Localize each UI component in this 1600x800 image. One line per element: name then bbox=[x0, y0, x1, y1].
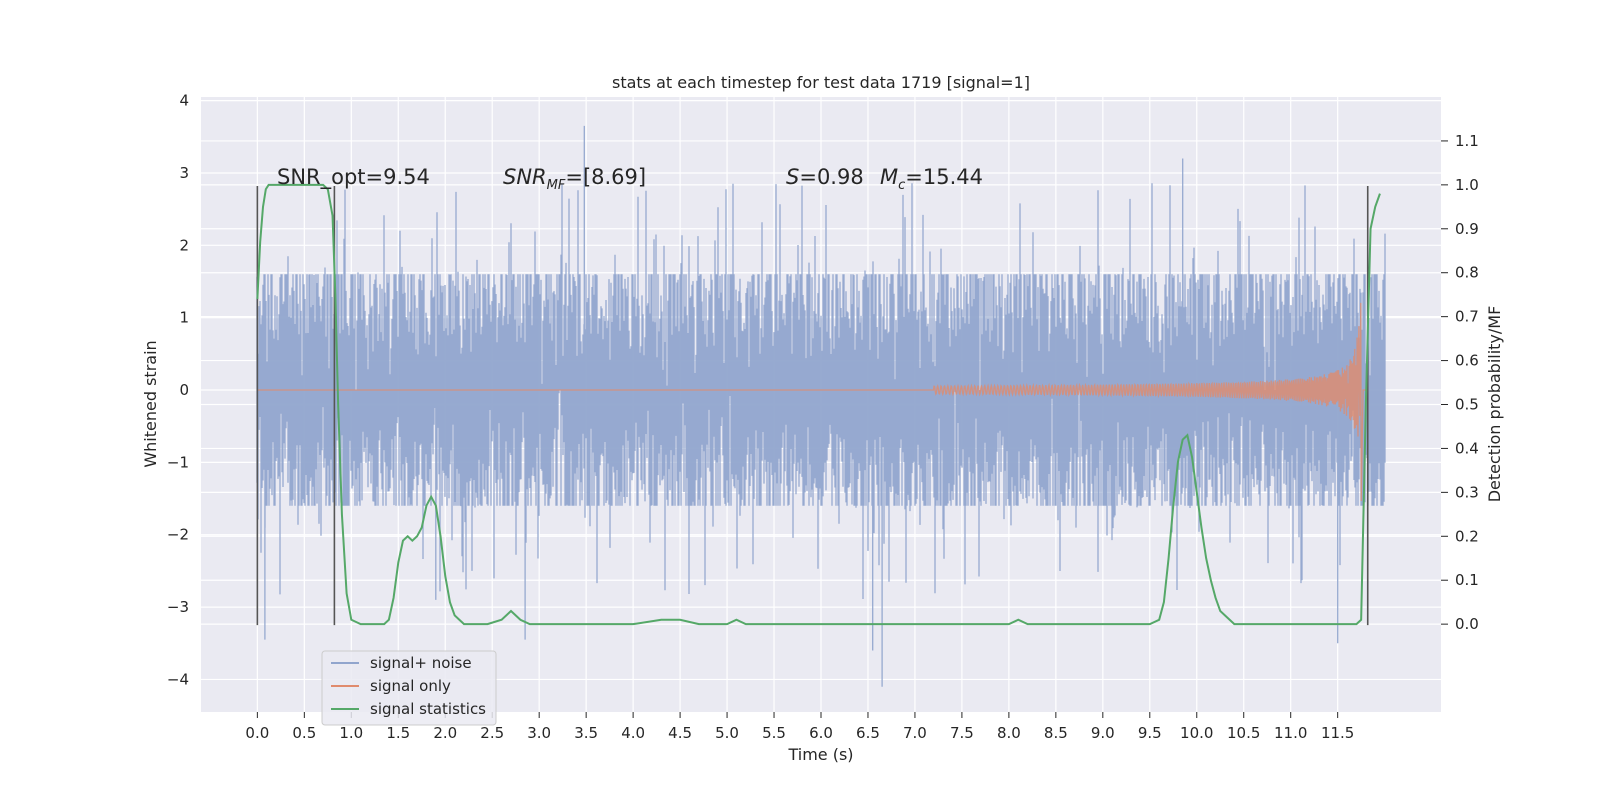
annotation-mc: Mc=15.44 bbox=[880, 165, 983, 193]
y-tick-label: −3 bbox=[167, 598, 189, 616]
y2-tick-label: 0.9 bbox=[1455, 220, 1479, 238]
x-tick-label: 3.0 bbox=[527, 724, 551, 742]
x-tick-label: 4.0 bbox=[621, 724, 645, 742]
y-axis-label: Whitened strain bbox=[141, 340, 160, 467]
y-tick-label: 4 bbox=[179, 92, 189, 110]
y2-tick-label: 1.1 bbox=[1455, 132, 1479, 150]
x-tick-label: 8.0 bbox=[997, 724, 1021, 742]
y2-tick-label: 0.6 bbox=[1455, 352, 1479, 370]
x-tick-label: 5.5 bbox=[762, 724, 786, 742]
x-tick-label: 6.5 bbox=[856, 724, 880, 742]
x-tick-label: 0.5 bbox=[292, 724, 316, 742]
x-tick-label: 6.0 bbox=[809, 724, 833, 742]
y2-tick-label: 0.4 bbox=[1455, 439, 1479, 457]
x-tick-labels: 0.0 0.5 1.0 1.5 2.0 2.5 3.0 3.5 4.0 4.5 5.0 5.5 6.0 6… bbox=[245, 712, 1354, 742]
y2-tick-label: 0.7 bbox=[1455, 308, 1479, 326]
legend-label-signal-statistics: signal statistics bbox=[370, 700, 486, 718]
y2-tick-label: 0.0 bbox=[1455, 615, 1479, 633]
legend-label-signal-noise: signal+ noise bbox=[370, 654, 472, 672]
y-tick-label: 1 bbox=[179, 309, 189, 327]
annotation-mc-sub: c bbox=[898, 178, 905, 193]
annotation-s-value: =0.98 bbox=[799, 165, 863, 189]
annotations: SNR_opt=9.54 SNRMF=[8.69] S=0.98 Mc=15.4… bbox=[277, 165, 983, 193]
annotation-snr-mf-sub: MF bbox=[547, 178, 566, 193]
annotation-snr-mf-main: SNR bbox=[503, 165, 547, 189]
x-tick-label: 5.0 bbox=[715, 724, 739, 742]
x-tick-label: 2.5 bbox=[480, 724, 504, 742]
annotation-s-main: S bbox=[786, 165, 799, 189]
series-signal-statistics bbox=[256, 183, 1381, 626]
y2-tick-label: 0.5 bbox=[1455, 396, 1479, 414]
y-tick-label: −2 bbox=[167, 526, 189, 544]
x-tick-label: 10.5 bbox=[1227, 724, 1260, 742]
legend: signal+ noise signal only signal statist… bbox=[321, 650, 497, 726]
annotation-snr-opt: SNR_opt=9.54 bbox=[277, 165, 430, 190]
y-tick-label: 0 bbox=[179, 381, 189, 399]
data-layer bbox=[256, 125, 1386, 687]
x-tick-label: 4.5 bbox=[668, 724, 692, 742]
annotation-mc-value: =15.44 bbox=[905, 165, 983, 189]
x-axis-label: Time (s) bbox=[787, 745, 853, 764]
y-tick-label: 2 bbox=[179, 236, 189, 254]
x-tick-label: 1.5 bbox=[386, 724, 410, 742]
y-tick-label: −1 bbox=[167, 453, 189, 471]
y-tick-labels: −4 −3 −2 −1 0 1 2 3 4 bbox=[167, 92, 189, 689]
x-tick-label: 7.5 bbox=[950, 724, 974, 742]
y2-tick-labels: 0.0 0.1 0.2 0.3 0.4 0.5 0.6 0.7 0.8 0.9 1.0 1.1 bbox=[1441, 132, 1479, 633]
y-tick-label: −4 bbox=[167, 670, 189, 688]
y2-tick-label: 0.3 bbox=[1455, 483, 1479, 501]
y2-tick-label: 1.0 bbox=[1455, 176, 1479, 194]
y2-tick-label: 0.2 bbox=[1455, 527, 1479, 545]
legend-box bbox=[321, 650, 497, 726]
x-tick-label: 11.5 bbox=[1321, 724, 1354, 742]
x-tick-label: 3.5 bbox=[574, 724, 598, 742]
x-tick-label: 9.5 bbox=[1138, 724, 1162, 742]
series-signal-only bbox=[257, 302, 1366, 501]
x-tick-label: 1.0 bbox=[339, 724, 363, 742]
x-tick-label: 0.0 bbox=[245, 724, 269, 742]
annotation-mc-main: M bbox=[880, 165, 898, 189]
annotation-snr-mf: SNRMF=[8.69] bbox=[503, 165, 646, 193]
y2-tick-label: 0.8 bbox=[1455, 264, 1479, 282]
chart-title: stats at each timestep for test data 171… bbox=[612, 73, 1030, 92]
annotation-s: S=0.98 bbox=[786, 165, 864, 189]
annotation-snr-mf-value: =[8.69] bbox=[565, 165, 646, 189]
x-tick-label: 9.0 bbox=[1091, 724, 1115, 742]
y-tick-label: 3 bbox=[179, 164, 189, 182]
x-tick-label: 8.5 bbox=[1044, 724, 1068, 742]
x-tick-label: 2.0 bbox=[433, 724, 457, 742]
x-tick-label: 7.0 bbox=[903, 724, 927, 742]
x-tick-label: 10.0 bbox=[1180, 724, 1213, 742]
x-tick-label: 11.0 bbox=[1274, 724, 1307, 742]
y2-axis-label: Detection probability/MF bbox=[1485, 306, 1504, 503]
y2-tick-label: 0.1 bbox=[1455, 571, 1479, 589]
legend-label-signal-only: signal only bbox=[370, 677, 451, 695]
